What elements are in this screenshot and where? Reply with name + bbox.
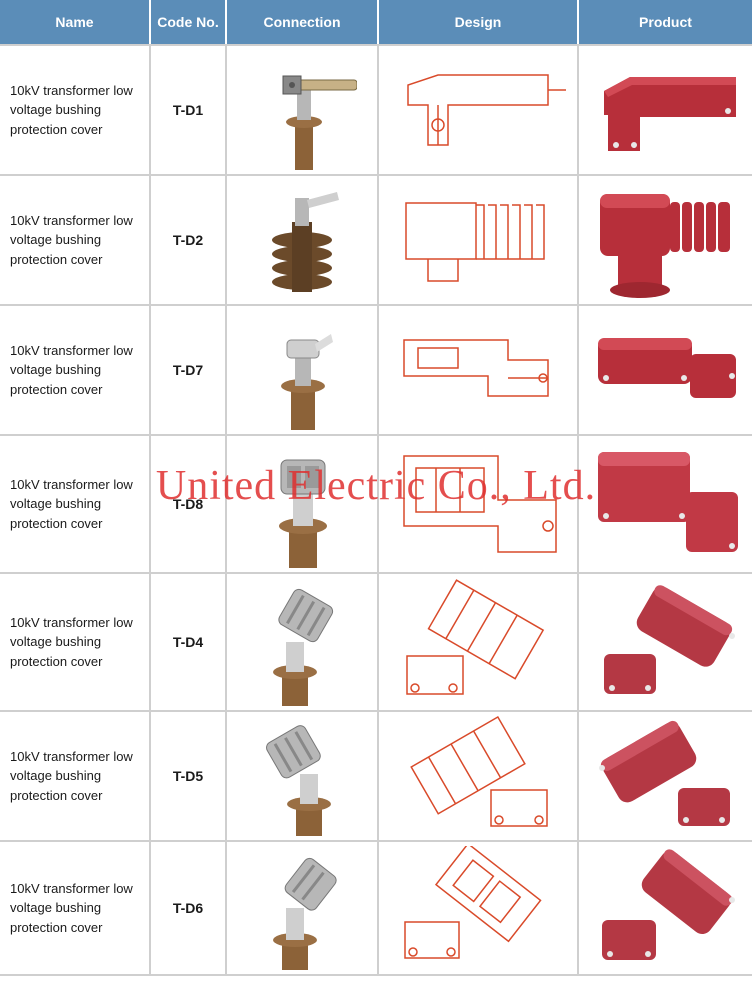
name-cell: 10kV transformer low voltage bushing pro… xyxy=(0,175,150,305)
name-cell: 10kV transformer low voltage bushing pro… xyxy=(0,305,150,435)
connection-image xyxy=(247,310,357,430)
name-cell: 10kV transformer low voltage bushing pro… xyxy=(0,435,150,573)
connection-image xyxy=(247,180,357,300)
product-image xyxy=(586,320,746,420)
product-image xyxy=(586,578,746,706)
product-cell xyxy=(578,711,752,841)
design-cell xyxy=(378,841,578,975)
design-cell xyxy=(378,573,578,711)
col-header-connection: Connection xyxy=(226,0,378,45)
product-image xyxy=(586,716,746,836)
table-header-row: Name Code No. Connection Design Product xyxy=(0,0,752,45)
code-cell: T-D1 xyxy=(150,45,226,175)
product-cell xyxy=(578,305,752,435)
design-image xyxy=(388,440,568,568)
code-cell: T-D6 xyxy=(150,841,226,975)
name-cell: 10kV transformer low voltage bushing pro… xyxy=(0,711,150,841)
connection-cell xyxy=(226,841,378,975)
product-cell xyxy=(578,175,752,305)
connection-image xyxy=(242,578,362,706)
product-table: Name Code No. Connection Design Product … xyxy=(0,0,752,976)
connection-cell xyxy=(226,45,378,175)
name-cell: 10kV transformer low voltage bushing pro… xyxy=(0,841,150,975)
table-row: 10kV transformer low voltage bushing pro… xyxy=(0,841,752,975)
code-cell: T-D4 xyxy=(150,573,226,711)
table-row: 10kV transformer low voltage bushing pro… xyxy=(0,435,752,573)
table-row: 10kV transformer low voltage bushing pro… xyxy=(0,175,752,305)
code-cell: T-D7 xyxy=(150,305,226,435)
design-image xyxy=(388,55,568,165)
connection-cell xyxy=(226,435,378,573)
connection-cell xyxy=(226,175,378,305)
col-header-code: Code No. xyxy=(150,0,226,45)
connection-cell xyxy=(226,573,378,711)
design-cell xyxy=(378,305,578,435)
connection-image xyxy=(247,50,357,170)
product-image xyxy=(586,440,746,568)
design-image xyxy=(388,185,568,295)
table-row: 10kV transformer low voltage bushing pro… xyxy=(0,305,752,435)
product-cell xyxy=(578,435,752,573)
design-cell xyxy=(378,45,578,175)
table-row: 10kV transformer low voltage bushing pro… xyxy=(0,573,752,711)
design-cell xyxy=(378,175,578,305)
product-cell xyxy=(578,573,752,711)
product-cell xyxy=(578,45,752,175)
code-cell: T-D8 xyxy=(150,435,226,573)
col-header-product: Product xyxy=(578,0,752,45)
table-row: 10kV transformer low voltage bushing pro… xyxy=(0,45,752,175)
design-cell xyxy=(378,435,578,573)
product-image xyxy=(586,846,746,970)
connection-image xyxy=(242,716,362,836)
design-image xyxy=(388,320,568,420)
product-image xyxy=(586,180,746,300)
col-header-design: Design xyxy=(378,0,578,45)
table-row: 10kV transformer low voltage bushing pro… xyxy=(0,711,752,841)
design-image xyxy=(383,716,573,836)
design-image xyxy=(383,578,573,706)
code-cell: T-D5 xyxy=(150,711,226,841)
connection-cell xyxy=(226,305,378,435)
design-cell xyxy=(378,711,578,841)
col-header-name: Name xyxy=(0,0,150,45)
connection-image xyxy=(247,440,357,568)
product-image xyxy=(586,55,746,165)
connection-cell xyxy=(226,711,378,841)
product-cell xyxy=(578,841,752,975)
name-cell: 10kV transformer low voltage bushing pro… xyxy=(0,45,150,175)
connection-image xyxy=(242,846,362,970)
code-cell: T-D2 xyxy=(150,175,226,305)
table-body: 10kV transformer low voltage bushing pro… xyxy=(0,45,752,975)
name-cell: 10kV transformer low voltage bushing pro… xyxy=(0,573,150,711)
design-image xyxy=(383,846,573,970)
